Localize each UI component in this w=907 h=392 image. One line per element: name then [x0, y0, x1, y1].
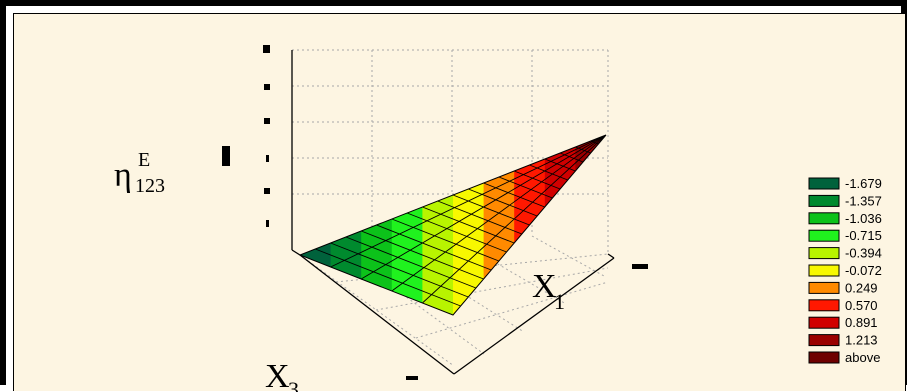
- legend-swatch: [808, 351, 840, 364]
- legend: -1.679 -1.357 -1.036 -0.715 -0.394 -0.072 0.24…: [808, 176, 882, 365]
- legend-item: -1.357: [808, 193, 882, 208]
- legend-swatch: [808, 299, 840, 312]
- legend-label: -1.036: [845, 211, 882, 226]
- legend-label: above: [845, 350, 880, 365]
- legend-label: -0.394: [845, 246, 882, 261]
- legend-swatch: [808, 316, 840, 329]
- legend-swatch: [808, 177, 840, 190]
- legend-swatch: [808, 194, 840, 207]
- surface-band: [453, 135, 485, 315]
- surface-band: [330, 135, 363, 315]
- legend-swatch: [808, 229, 840, 242]
- svg-text:X: X: [265, 358, 290, 392]
- legend-item: -1.036: [808, 211, 882, 226]
- legend-item: 0.891: [808, 315, 878, 330]
- legend-label: 1.213: [845, 333, 878, 348]
- surface-mesh: [315, 135, 606, 307]
- surface-band: [422, 135, 454, 315]
- legend-label: -1.357: [845, 193, 882, 208]
- surface-band: [300, 135, 332, 315]
- plot-panel: η E 123 X 1 X 3 -1.679 -1.357 -1.036 -0.715…: [13, 13, 906, 392]
- legend-item: -0.715: [808, 228, 882, 243]
- legend-swatch: [808, 212, 840, 225]
- svg-text:X: X: [532, 268, 557, 305]
- legend-label: 0.570: [845, 298, 878, 313]
- legend-item: above: [808, 350, 880, 365]
- surface-plot: η E 123 X 1 X 3 -1.679 -1.357 -1.036 -0.715…: [114, 45, 882, 392]
- x1-axis-label: X 1: [532, 268, 565, 314]
- legend-item: -0.072: [808, 263, 882, 278]
- surface-band: [361, 135, 393, 315]
- legend-item: -1.679: [808, 176, 882, 191]
- legend-swatch: [808, 264, 840, 277]
- legend-item: 0.570: [808, 298, 878, 313]
- legend-item: 0.249: [808, 280, 878, 295]
- legend-swatch: [808, 334, 840, 347]
- axis-tick-marks: [222, 45, 648, 380]
- legend-item: 1.213: [808, 333, 878, 348]
- legend-label: 0.249: [845, 280, 878, 295]
- svg-text:123: 123: [135, 175, 165, 197]
- surface-outline: [298, 134, 607, 316]
- svg-text:E: E: [138, 149, 150, 171]
- z-axis-label: η E 123: [114, 149, 165, 197]
- legend-item: -0.394: [808, 246, 882, 261]
- legend-label: 0.891: [845, 315, 878, 330]
- surface-band: [483, 135, 516, 315]
- legend-label: -0.072: [845, 263, 882, 278]
- legend-label: -1.679: [845, 176, 882, 191]
- x3-axis-label: X 3: [265, 358, 299, 392]
- legend-swatch: [808, 247, 840, 260]
- axes: [291, 50, 615, 375]
- svg-text:η: η: [114, 157, 132, 194]
- legend-swatch: [808, 281, 840, 294]
- legend-label: -0.715: [845, 228, 882, 243]
- svg-text:1: 1: [554, 289, 565, 314]
